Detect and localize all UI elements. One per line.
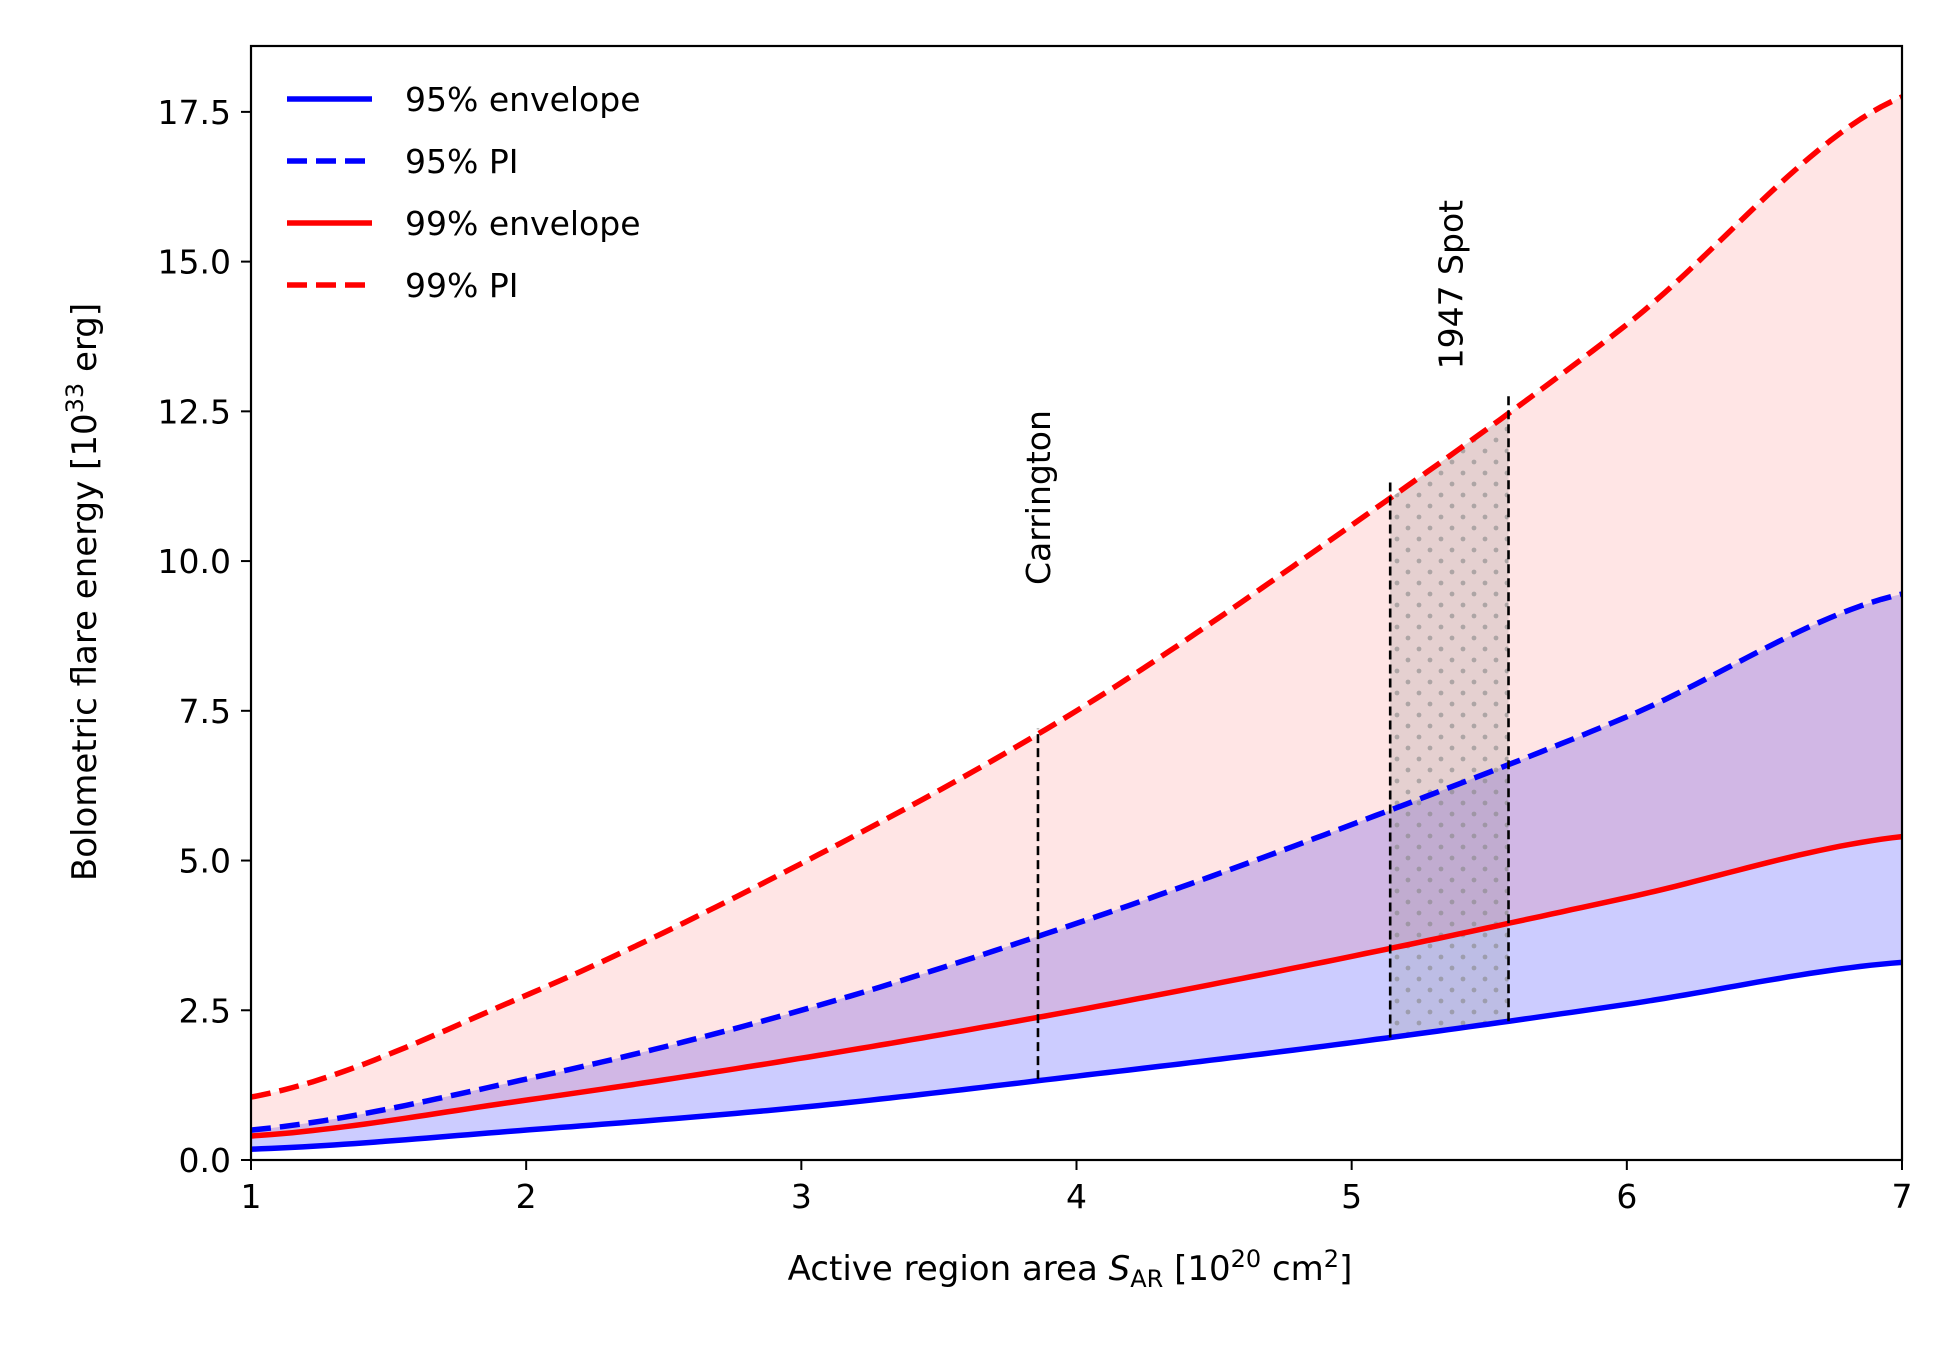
y-tick-label: 7.5 — [179, 692, 231, 731]
spot-label: 1947 Spot — [1432, 200, 1471, 370]
legend-label-env99: 99% envelope — [405, 204, 641, 243]
legend-label-env95: 95% envelope — [405, 80, 641, 119]
x-tick-label: 4 — [1066, 1177, 1087, 1216]
y-tick-label: 2.5 — [179, 991, 231, 1030]
annotations: Carrington 1947 Spot — [1019, 200, 1510, 1080]
spot-1947-region — [1390, 413, 1509, 1038]
y-tick-label: 15.0 — [158, 243, 231, 282]
legend-label-pi99: 99% PI — [405, 266, 518, 305]
y-tick-label: 17.5 — [158, 93, 231, 132]
y-axis-label: Bolometric flare energy [1033 erg] — [61, 303, 105, 881]
y-tick-label: 0.0 — [179, 1141, 231, 1180]
legend-label-pi95: 95% PI — [405, 142, 518, 181]
x-tick-label: 5 — [1341, 1177, 1362, 1216]
x-tick-label: 6 — [1616, 1177, 1637, 1216]
carrington-label: Carrington — [1019, 410, 1058, 585]
fills-layer — [251, 96, 1902, 1150]
axes: 1 2 3 4 5 6 7 0.0 2.5 5.0 7.5 10.0 12.5 15.0 17.5 — [158, 44, 1913, 1216]
x-tick-label: 3 — [791, 1177, 812, 1216]
spot-region-dots — [1390, 413, 1509, 1038]
y-tick-label: 12.5 — [158, 392, 231, 431]
series-line-env95 — [250, 959, 1903, 1152]
y-tick-label: 5.0 — [179, 842, 231, 881]
series-line-pi99 — [250, 94, 1904, 1100]
series-line-pi95 — [250, 591, 1903, 1133]
x-tick-label: 2 — [516, 1177, 537, 1216]
legend: 95% envelope 95% PI 99% envelope 99% PI — [287, 80, 641, 305]
x-axis-label: Active region area SAR [1020 cm2] — [788, 1245, 1353, 1293]
x-tick-label: 7 — [1892, 1177, 1913, 1216]
x-tick-label: 1 — [241, 1177, 262, 1216]
y-tick-label: 10.0 — [158, 542, 231, 581]
series-line-env99 — [250, 833, 1903, 1139]
series-lines — [250, 94, 1904, 1152]
